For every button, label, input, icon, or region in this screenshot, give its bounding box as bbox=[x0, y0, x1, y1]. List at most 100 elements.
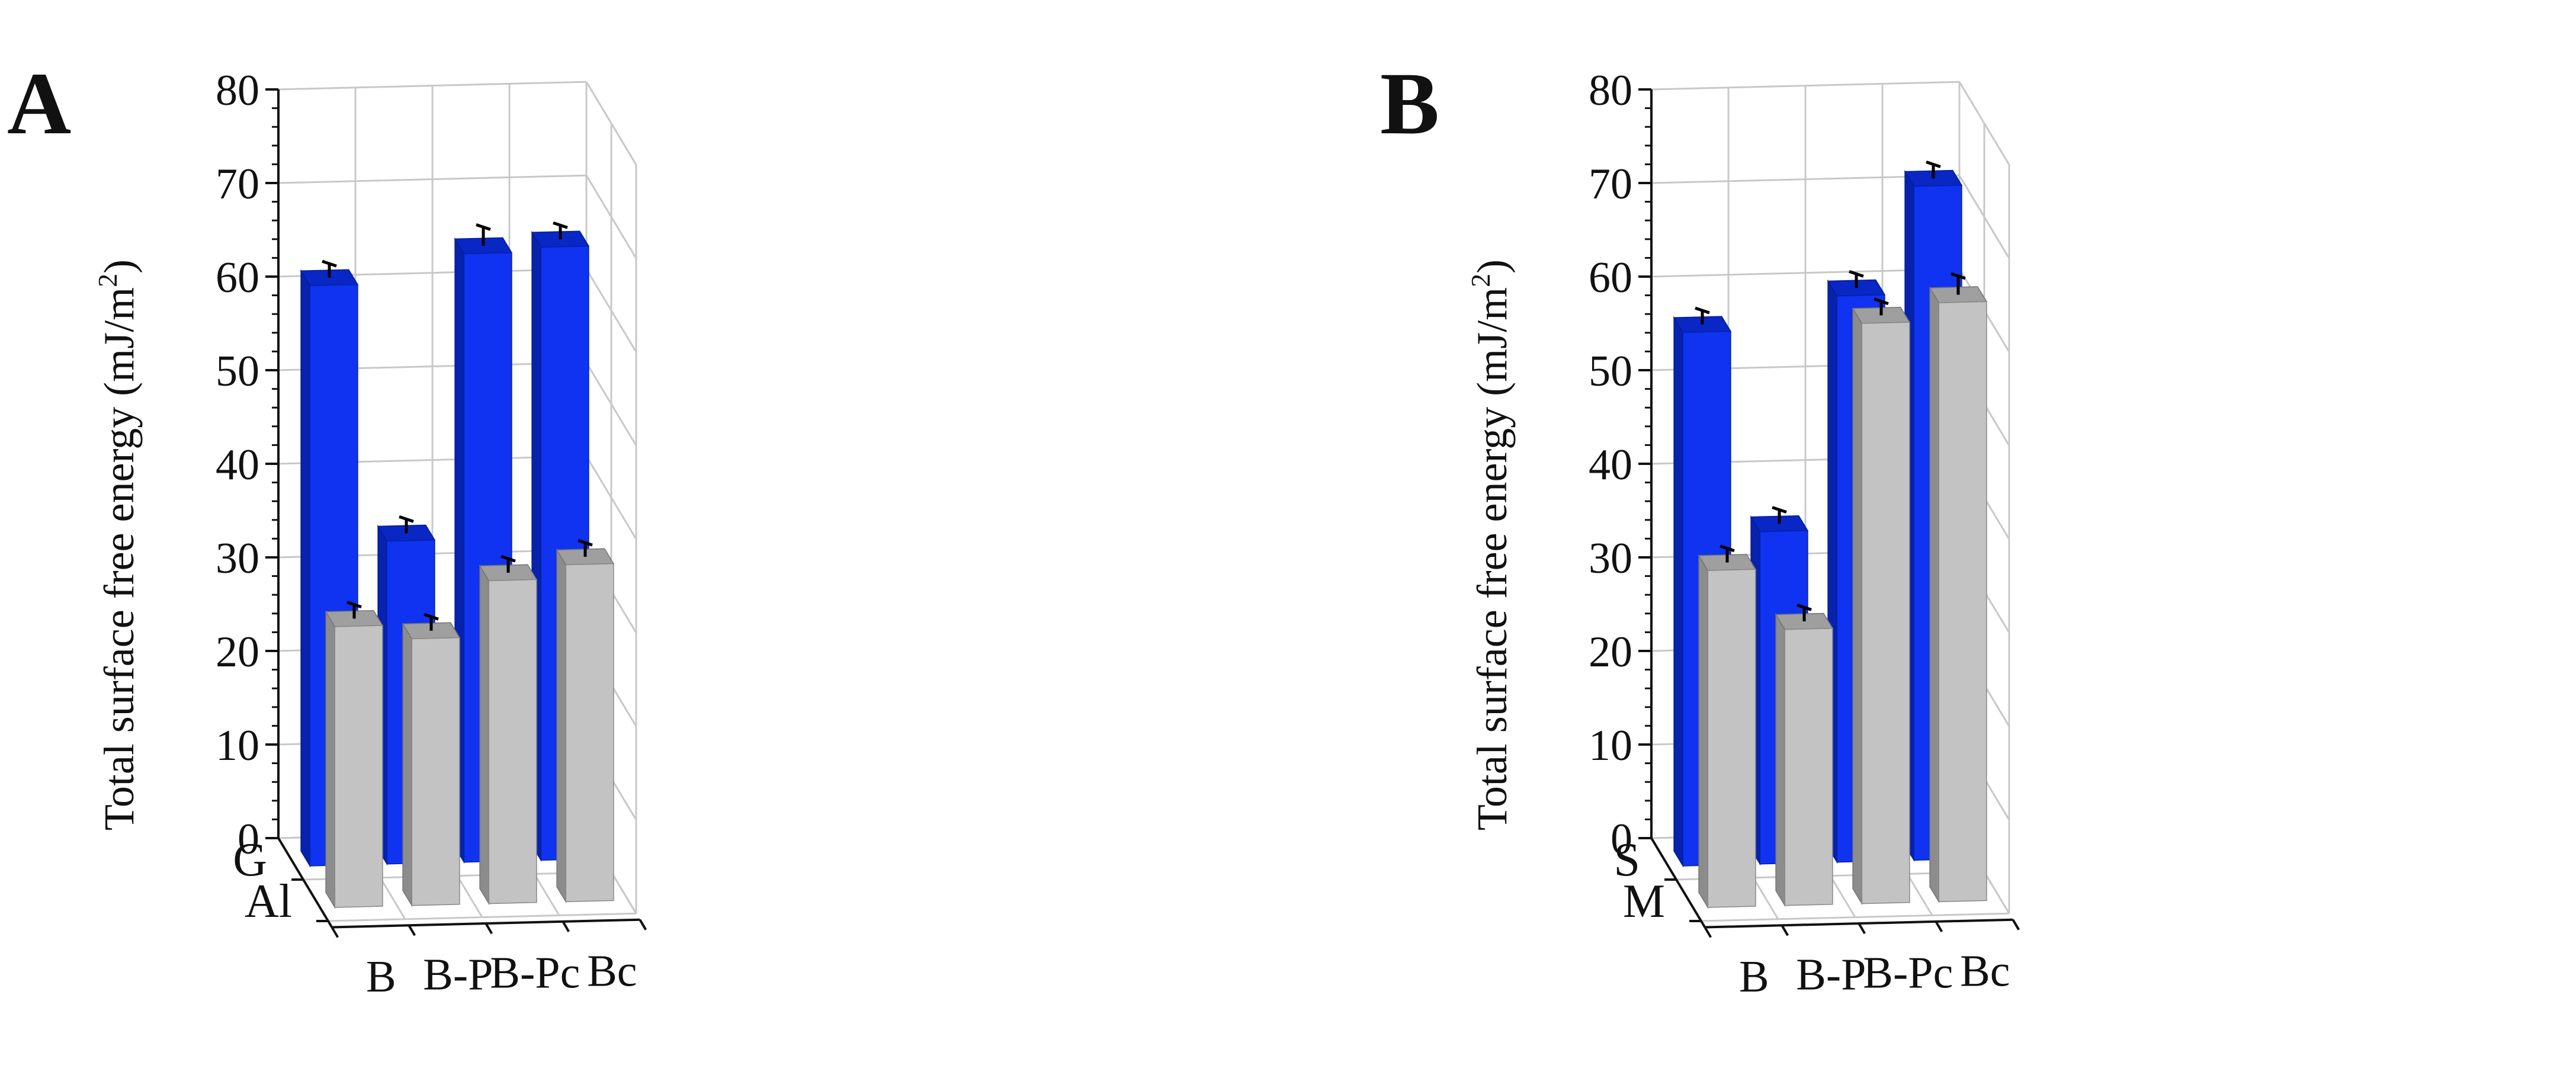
y-tick-label: 80 bbox=[1589, 66, 1632, 115]
bar-side-face bbox=[402, 622, 413, 907]
x-tick-mark bbox=[1704, 926, 1712, 938]
bar-front-face bbox=[411, 637, 460, 906]
x-tick-mark bbox=[2012, 919, 2020, 931]
bar-front-face bbox=[565, 563, 614, 903]
bar-side-face bbox=[556, 548, 567, 904]
error-bar-cap bbox=[1695, 306, 1710, 315]
category-label: B-P bbox=[423, 950, 493, 1000]
y-tick-label: 50 bbox=[1589, 347, 1632, 396]
bar bbox=[1698, 544, 1757, 909]
y-tick-label: 40 bbox=[1589, 441, 1632, 489]
category-label: B-Pc bbox=[1863, 948, 1953, 998]
category-label: Bc bbox=[587, 946, 637, 996]
error-bar-cap bbox=[1926, 161, 1941, 168]
category-label: B bbox=[366, 952, 396, 1002]
x-tick-mark bbox=[485, 923, 493, 935]
error-bar-cap bbox=[1797, 604, 1812, 611]
y-axis-title-main: Total surface free energy (mJ/m bbox=[95, 287, 143, 830]
series-label-s: S bbox=[1614, 834, 1641, 886]
bar-side-face bbox=[300, 269, 311, 868]
category-label: Bc bbox=[1960, 946, 2010, 996]
y-tick-label: 70 bbox=[1589, 160, 1632, 208]
x-tick-mark bbox=[639, 919, 647, 931]
x-tick-mark bbox=[1858, 923, 1866, 935]
error-bar-cap bbox=[578, 538, 593, 547]
y-tick-label: 10 bbox=[1589, 721, 1632, 770]
bar-side-face bbox=[1775, 612, 1786, 907]
bar-side-face bbox=[1852, 307, 1863, 906]
bar-side-face bbox=[1929, 286, 1940, 904]
error-bar-cap bbox=[322, 259, 337, 268]
error-bar-cap bbox=[399, 515, 414, 523]
y-axis-title-close: ) bbox=[95, 259, 143, 274]
y-axis-title-main: Total surface free energy (mJ/m bbox=[1468, 287, 1516, 830]
y-tick-label: 10 bbox=[216, 721, 259, 770]
bar-front-face bbox=[488, 579, 537, 904]
y-axis-title-superscript: 2 bbox=[1465, 274, 1496, 287]
panel-letter: A bbox=[7, 54, 71, 153]
depth-axis-line bbox=[1650, 837, 1706, 928]
y-tick-label: 20 bbox=[216, 628, 259, 676]
error-bar-cap bbox=[424, 612, 439, 621]
y-tick-label: 60 bbox=[216, 254, 259, 302]
bar bbox=[556, 538, 615, 904]
series-m bbox=[1698, 272, 1988, 909]
bar bbox=[325, 601, 384, 909]
x-tick-mark bbox=[1935, 920, 1943, 932]
bar bbox=[402, 612, 461, 907]
error-bar-cap bbox=[553, 221, 568, 229]
bar-front-face bbox=[1938, 301, 1987, 903]
error-bar-cap bbox=[501, 554, 516, 563]
y-axis-title: Total surface free energy (mJ/m2) bbox=[92, 259, 143, 830]
bar-front-face bbox=[1784, 627, 1833, 906]
y-tick-label: 30 bbox=[216, 534, 259, 583]
y-tick-label: 30 bbox=[1589, 534, 1632, 583]
error-bar-cap bbox=[1849, 270, 1864, 278]
bar-front-face bbox=[1861, 322, 1910, 904]
category-label: B bbox=[1739, 952, 1769, 1002]
bar bbox=[1775, 604, 1834, 907]
gridline-floor-d bbox=[1701, 912, 2010, 922]
y-tick-label: 0 bbox=[238, 815, 259, 864]
error-bar-cap bbox=[347, 601, 362, 609]
series-label-g: G bbox=[233, 834, 267, 886]
error-bar-cap bbox=[476, 223, 491, 231]
y-axis-title: Total surface free energy (mJ/m2) bbox=[1465, 259, 1516, 830]
bar bbox=[1929, 272, 1988, 904]
category-label: B-Pc bbox=[490, 948, 580, 998]
error-bar-cap bbox=[1720, 544, 1735, 553]
y-tick-label: 80 bbox=[216, 66, 259, 115]
x-tick-mark bbox=[331, 926, 339, 938]
panel-b: 0 10 20 30 40 50 60 70 80 B B-PB-Pc Bc SM Total surfa… bbox=[1380, 54, 2020, 1002]
panel-letter: B bbox=[1380, 54, 1439, 153]
x-tick-mark bbox=[408, 925, 416, 936]
bar-front-face bbox=[334, 625, 383, 908]
category-label: B-P bbox=[1796, 950, 1866, 1000]
y-tick-label: 40 bbox=[216, 441, 259, 489]
y-axis-title-superscript: 2 bbox=[92, 274, 123, 287]
bar-side-face bbox=[325, 610, 336, 909]
series-label-m: M bbox=[1623, 875, 1665, 928]
bar bbox=[1852, 297, 1911, 906]
x-tick-mark bbox=[1781, 925, 1789, 936]
panel-a: 0 10 20 30 40 50 60 70 80 B B-PB-Pc Bc GAl Total surf… bbox=[7, 54, 647, 1002]
bar-side-face bbox=[1698, 554, 1709, 909]
y-tick-label: 60 bbox=[1589, 254, 1632, 302]
y-tick-label: 70 bbox=[216, 160, 259, 208]
bar-front-face bbox=[1707, 569, 1756, 908]
error-bar-cap bbox=[1874, 297, 1889, 306]
y-tick-label: 0 bbox=[1611, 815, 1632, 864]
bar-side-face bbox=[479, 564, 490, 906]
error-bar-cap bbox=[1951, 272, 1966, 280]
bar-side-face bbox=[1673, 316, 1684, 868]
x-tick-mark bbox=[562, 920, 570, 932]
y-tick-label: 50 bbox=[216, 347, 259, 396]
bar bbox=[479, 554, 538, 906]
gridline-floor-d bbox=[328, 912, 637, 922]
y-tick-label: 20 bbox=[1589, 628, 1632, 676]
error-bar-cap bbox=[1772, 506, 1787, 514]
series-label-al: Al bbox=[245, 875, 292, 928]
y-axis-title-close: ) bbox=[1468, 259, 1516, 274]
